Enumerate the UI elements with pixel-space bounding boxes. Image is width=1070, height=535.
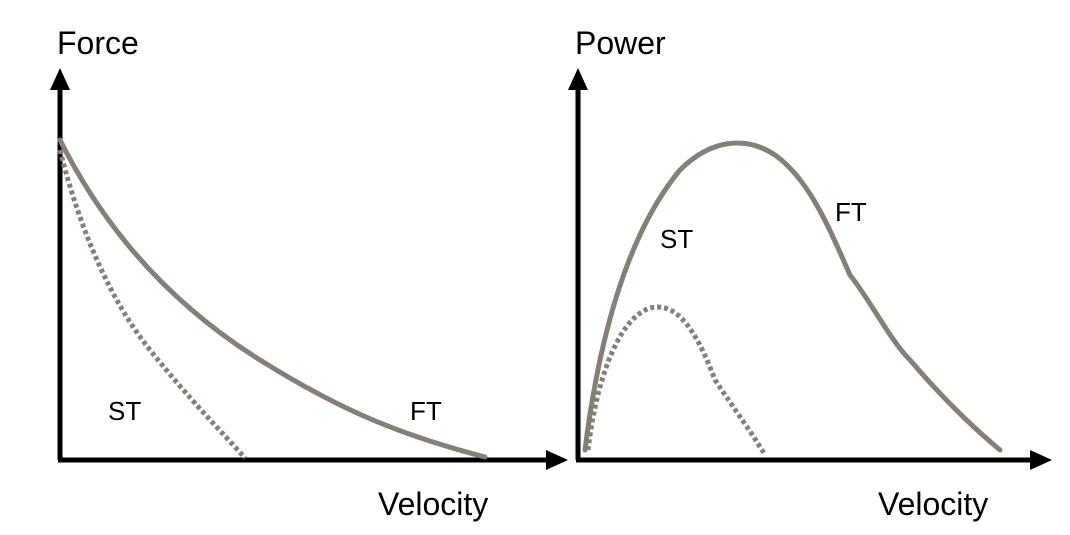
y-label: Force <box>57 25 139 61</box>
y-arrow <box>50 68 70 90</box>
x-label: Velocity <box>878 486 988 522</box>
x-arrow <box>1030 450 1052 470</box>
st-curve <box>57 149 247 460</box>
x-arrow <box>546 450 568 470</box>
x-label: Velocity <box>378 486 488 522</box>
st-curve <box>585 304 768 457</box>
ft-label: FT <box>410 396 442 426</box>
ft-curve <box>57 137 488 460</box>
y-arrow <box>568 68 588 90</box>
st-label: ST <box>660 224 693 254</box>
force-velocity-panel: Force Velocity ST FT <box>50 25 568 522</box>
st-label: ST <box>108 396 141 426</box>
y-label: Power <box>575 25 666 61</box>
ft-label: FT <box>835 197 867 227</box>
power-velocity-panel: Power Velocity ST FT <box>568 25 1052 522</box>
ft-curve <box>582 140 1003 453</box>
